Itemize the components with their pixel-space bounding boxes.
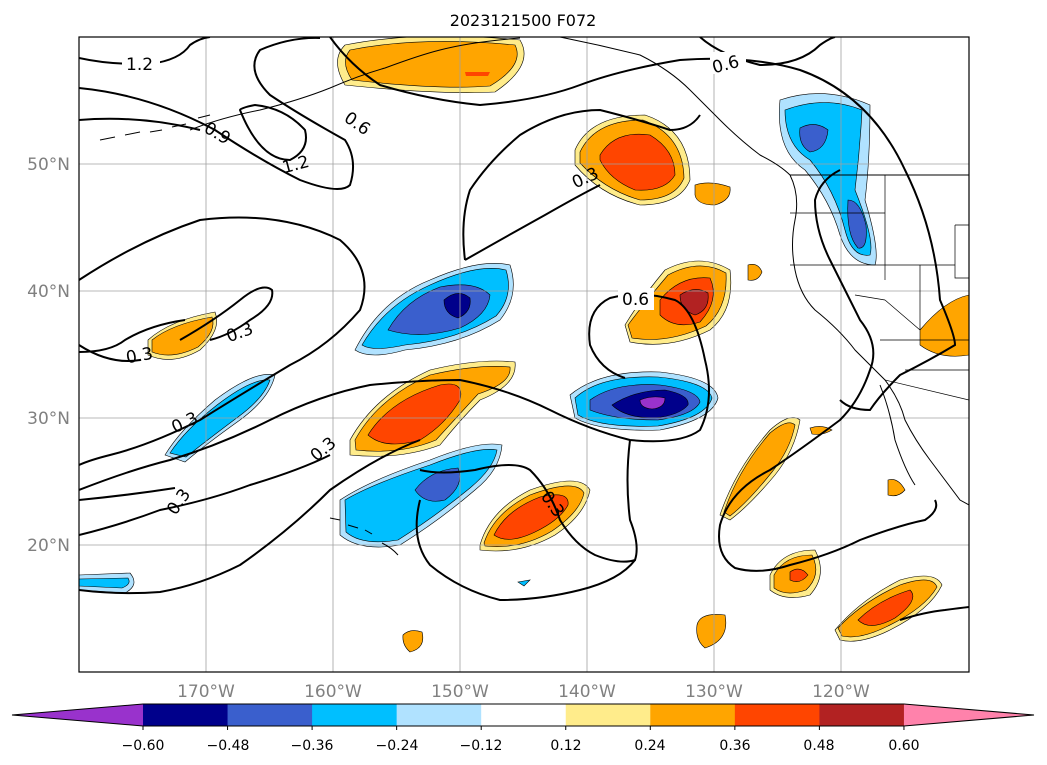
contour-line: [718, 169, 938, 572]
figure-title: 2023121500 F072: [450, 11, 597, 30]
state-borders: [790, 175, 969, 371]
colorbar-segment: [734, 704, 820, 726]
north-america-coast: [789, 174, 969, 506]
contour-line: [79, 344, 141, 362]
lon-label: 130°W: [685, 682, 743, 702]
colorbar-segment: [819, 704, 905, 726]
lon-label: 170°W: [177, 682, 235, 702]
colorbar-tick-label: −0.12: [460, 738, 503, 754]
colorbar-segment: [227, 704, 313, 726]
baja-coast: [879, 384, 916, 486]
contour-label: 1.2: [126, 55, 153, 75]
colorbar-tick-label: 0.24: [634, 738, 665, 754]
colorbar-tick-label: 0.60: [888, 738, 919, 754]
colorbar-tick-label: −0.48: [207, 738, 250, 754]
contour-label: 0.6: [622, 290, 649, 310]
contour-line: [79, 37, 355, 190]
gridlines: [79, 37, 969, 672]
colorbar-segment: [143, 704, 229, 726]
colorbar-tick-label: −0.36: [291, 738, 334, 754]
colorbar-extend-max: [903, 704, 1034, 726]
hawaii-islands: [329, 517, 399, 556]
contour-line: [462, 108, 701, 261]
colorbar-segment: [396, 704, 482, 726]
aleutian-islands: [99, 114, 211, 141]
colorbar-segment: [650, 704, 736, 726]
map-frame: [78, 36, 970, 673]
contour-line: [329, 37, 957, 412]
contour-line: [79, 37, 211, 66]
mexico-border: [884, 379, 969, 401]
lat-label: 20°N: [27, 536, 70, 556]
colorbar-tick-label: 0.36: [719, 738, 750, 754]
contour-line: [415, 499, 636, 602]
contour-line: [419, 439, 638, 563]
contour-line: [79, 319, 186, 353]
contour-line: [79, 439, 421, 595]
contour-line: [238, 103, 307, 162]
lon-label: 150°W: [431, 682, 489, 702]
colorbar-tick-label: 0.12: [550, 738, 581, 754]
colorbar: [11, 703, 1035, 730]
colorbar-tick-label: 0.48: [803, 738, 834, 754]
lat-label: 50°N: [27, 155, 70, 175]
latitude-labels: 20°N 30°N 40°N 50°N: [27, 155, 70, 556]
contour-lines: [79, 37, 969, 621]
lon-label: 140°W: [558, 682, 616, 702]
coastlines: [99, 37, 969, 556]
colorbar-tick-labels: −0.60 −0.48 −0.36 −0.24 −0.12 0.12 0.24 …: [122, 738, 920, 754]
contour-line: [179, 286, 274, 341]
alaska-coastline: [189, 37, 791, 176]
contour-line: [79, 487, 176, 501]
contour-line: [79, 117, 201, 131]
contour-line: [899, 606, 969, 621]
lat-label: 30°N: [27, 409, 70, 429]
colorbar-segment: [481, 704, 567, 726]
colorbar-tick-label: −0.24: [376, 738, 419, 754]
lon-label: 120°W: [812, 682, 870, 702]
colorbar-tick-label: −0.60: [122, 738, 165, 754]
colorbar-segment: [565, 704, 651, 726]
longitude-labels: 170°W 160°W 150°W 140°W 130°W 120°W: [177, 682, 870, 702]
lat-label: 40°N: [27, 282, 70, 302]
contour-line: [79, 454, 331, 536]
contour-line: [464, 184, 601, 261]
colorbar-extend-min: [12, 704, 143, 726]
contour-line: [79, 216, 366, 466]
contour-label: 0.3: [124, 344, 154, 368]
colorbar-segment: [312, 704, 398, 726]
lon-label: 160°W: [304, 682, 362, 702]
